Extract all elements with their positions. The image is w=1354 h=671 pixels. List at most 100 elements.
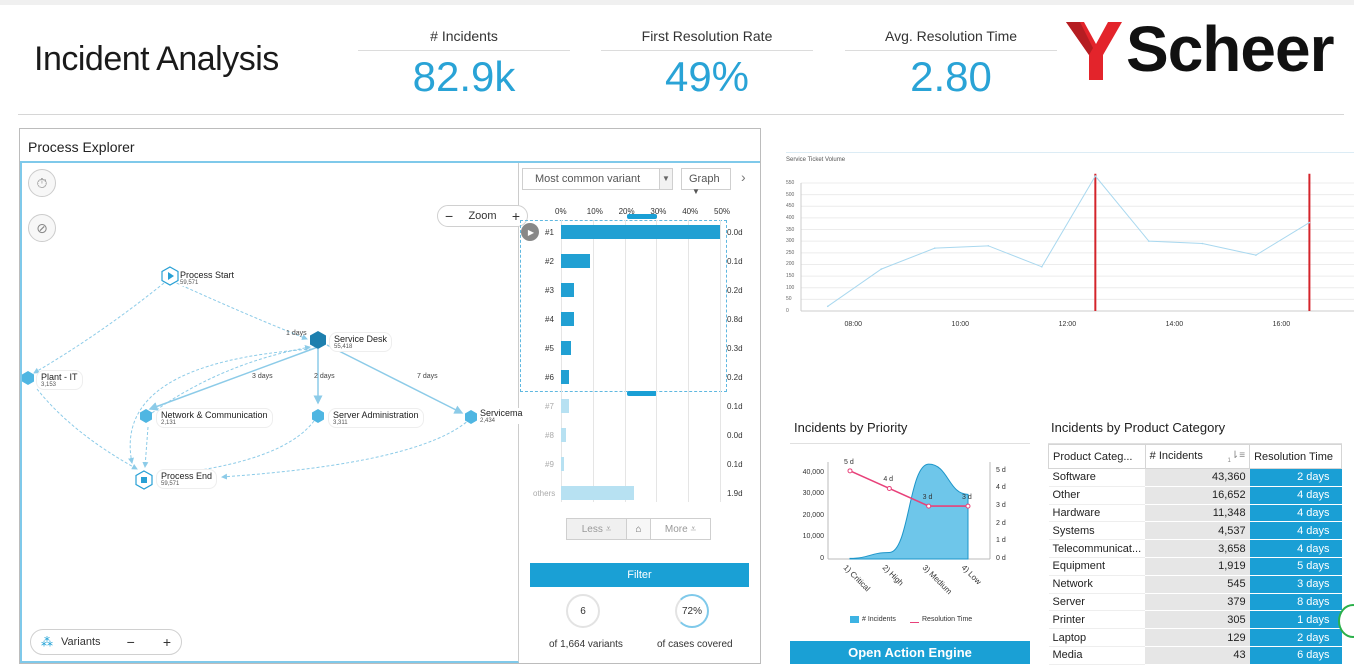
chevron-right-icon[interactable]: › xyxy=(741,169,746,185)
table-row[interactable]: Printer 305 1 days xyxy=(1048,610,1342,630)
node-label-servicema[interactable]: Servicema 2,434 xyxy=(480,408,523,424)
y-tick-label: 200 xyxy=(786,261,795,268)
table-row[interactable]: Laptop 129 2 days xyxy=(1048,628,1342,647)
variant-rank: #1 xyxy=(545,228,554,237)
variant-bar[interactable] xyxy=(561,254,590,268)
table-row[interactable]: Network 545 3 days xyxy=(1048,575,1342,594)
resolution-time-cell: 4 days xyxy=(1249,504,1342,523)
kpi-value: 82.9k xyxy=(412,53,516,100)
variants-count: 6 xyxy=(580,605,586,617)
node-label-service-desk[interactable]: Service Desk 55,418 xyxy=(329,332,393,352)
data-point xyxy=(1041,265,1043,268)
variant-bar[interactable] xyxy=(561,486,635,500)
more-button[interactable]: More ⩡ xyxy=(651,519,710,539)
grid-line xyxy=(561,220,562,502)
legend-resolution-time[interactable]: Resolution Time xyxy=(910,616,972,623)
home-button[interactable]: ⌂ xyxy=(627,519,651,539)
variants-plus-button[interactable]: + xyxy=(162,634,171,650)
y-right-tick-label: 5 d xyxy=(996,466,1006,474)
play-variant-button[interactable]: ▶ xyxy=(521,223,539,241)
kpi-label: First Resolution Rate xyxy=(601,28,813,51)
line-legend-icon xyxy=(910,616,919,623)
variant-bar[interactable] xyxy=(561,428,566,442)
edge-servicedesk-network xyxy=(148,346,319,411)
process-graph[interactable]: ⏱ ⊘ Process Start 59,571 Service Desk 55… xyxy=(20,163,528,663)
variant-bar[interactable] xyxy=(561,399,569,413)
resolution-time-cell: 6 days xyxy=(1249,646,1342,665)
column-header-incidents[interactable]: # Incidents ⇂≡ 1 xyxy=(1144,444,1251,469)
resolution-time-cell: 3 days xyxy=(1249,575,1342,594)
table-row[interactable]: Software 43,360 2 days xyxy=(1048,468,1342,487)
column-header-category[interactable]: Product Categ... xyxy=(1048,444,1146,469)
y-right-tick-label: 2 d xyxy=(996,519,1006,527)
category-cell: Server xyxy=(1048,593,1146,612)
variant-selection-box[interactable] xyxy=(520,220,727,392)
sort-index: 1 xyxy=(1227,457,1231,464)
variant-rank: #4 xyxy=(545,315,554,324)
zoom-out-button[interactable]: − xyxy=(445,208,454,224)
category-cell: Other xyxy=(1048,486,1146,505)
variant-bar[interactable] xyxy=(561,225,720,239)
hide-button[interactable]: ⊘ xyxy=(28,214,56,242)
variant-bar[interactable] xyxy=(561,341,571,355)
node-server-admin-icon xyxy=(312,409,324,423)
variants-minus-button[interactable]: − xyxy=(126,634,135,650)
variant-panel: Most common variant ▼ Graph ▼ › 0% 10% 20%… xyxy=(519,163,760,664)
edge-label: 2 days xyxy=(314,373,335,380)
data-point xyxy=(1148,240,1150,242)
kpi-first-resolution-rate: First Resolution Rate 49% xyxy=(601,28,813,101)
cases-pct: 72% xyxy=(681,605,702,617)
selection-handle-bottom[interactable] xyxy=(627,391,657,396)
variant-bar[interactable] xyxy=(561,283,574,297)
node-label-process-end[interactable]: Process End 59,571 xyxy=(156,469,218,489)
variant-select[interactable]: Most common variant ▼ xyxy=(522,168,673,190)
table-row[interactable]: Telecommunicat... 3,658 4 days xyxy=(1048,539,1342,558)
table-row[interactable]: Systems 4,537 4 days xyxy=(1048,521,1342,541)
table-row[interactable]: Server 379 8 days xyxy=(1048,593,1342,612)
line-point xyxy=(886,485,892,491)
priority-divider xyxy=(790,443,1030,444)
table-row[interactable]: Hardware 11,348 4 days xyxy=(1048,504,1342,523)
cases-gauge: 72% xyxy=(675,594,709,628)
legend-incidents[interactable]: # Incidents xyxy=(850,616,896,623)
variant-bar[interactable] xyxy=(561,457,565,471)
legend-label: # Incidents xyxy=(862,616,896,623)
node-label-plant-it[interactable]: Plant - IT 3,153 xyxy=(36,370,83,390)
variants-control: ⁂ Variants − + xyxy=(30,629,182,655)
y-tick-label: 0 xyxy=(786,308,789,314)
variant-bar[interactable] xyxy=(561,370,569,384)
node-name: Servicema xyxy=(480,408,523,418)
node-label-network[interactable]: Network & Communication 2,131 xyxy=(156,408,273,428)
node-name: Process Start xyxy=(180,270,235,280)
zoom-in-button[interactable]: + xyxy=(511,208,520,224)
incidents-cell: 545 xyxy=(1145,575,1250,594)
y-right-tick-label: 3 d xyxy=(996,502,1006,510)
table-row[interactable]: Equipment 1,919 5 days xyxy=(1048,557,1342,576)
eye-slash-icon: ⊘ xyxy=(36,219,48,236)
variant-duration: 0.2d xyxy=(727,373,743,382)
less-button[interactable]: Less ⩡ xyxy=(567,519,627,539)
y-right-tick-label: 0 d xyxy=(996,555,1006,562)
service-ticket-volume-chart: Service Ticket Volume 550 500 450 400 350 300… xyxy=(786,152,1354,328)
filter-button[interactable]: Filter xyxy=(530,563,749,587)
node-label-server-admin[interactable]: Server Administration 3,311 xyxy=(328,408,424,428)
data-point xyxy=(826,305,829,308)
open-action-engine-button[interactable]: Open Action Engine xyxy=(790,641,1030,664)
column-header-resolution-time[interactable]: Resolution Time xyxy=(1249,444,1342,469)
category-cell: Laptop xyxy=(1048,628,1146,647)
data-label: 5 d xyxy=(844,458,854,466)
priority-chart: 40,000 30,000 20,000 10,000 0 5 d 4 d 3 d 2 d 1 d… xyxy=(790,448,1030,638)
table-row[interactable]: Media 43 6 days xyxy=(1048,646,1342,665)
view-dropdown[interactable]: Graph ▼ xyxy=(681,168,731,196)
stopwatch-button[interactable]: ⏱ xyxy=(28,169,56,197)
variant-bar[interactable] xyxy=(561,312,574,326)
node-label-process-start[interactable]: Process Start 59,571 xyxy=(180,270,235,286)
edge-network-end xyxy=(142,426,149,468)
variant-rank: #3 xyxy=(545,286,554,295)
table-row[interactable]: Other 16,652 4 days xyxy=(1048,486,1342,505)
selection-handle-top[interactable] xyxy=(627,214,657,219)
chart-title: Service Ticket Volume xyxy=(786,157,846,163)
resolution-time-cell: 8 days xyxy=(1249,593,1342,612)
line-point xyxy=(965,503,971,509)
